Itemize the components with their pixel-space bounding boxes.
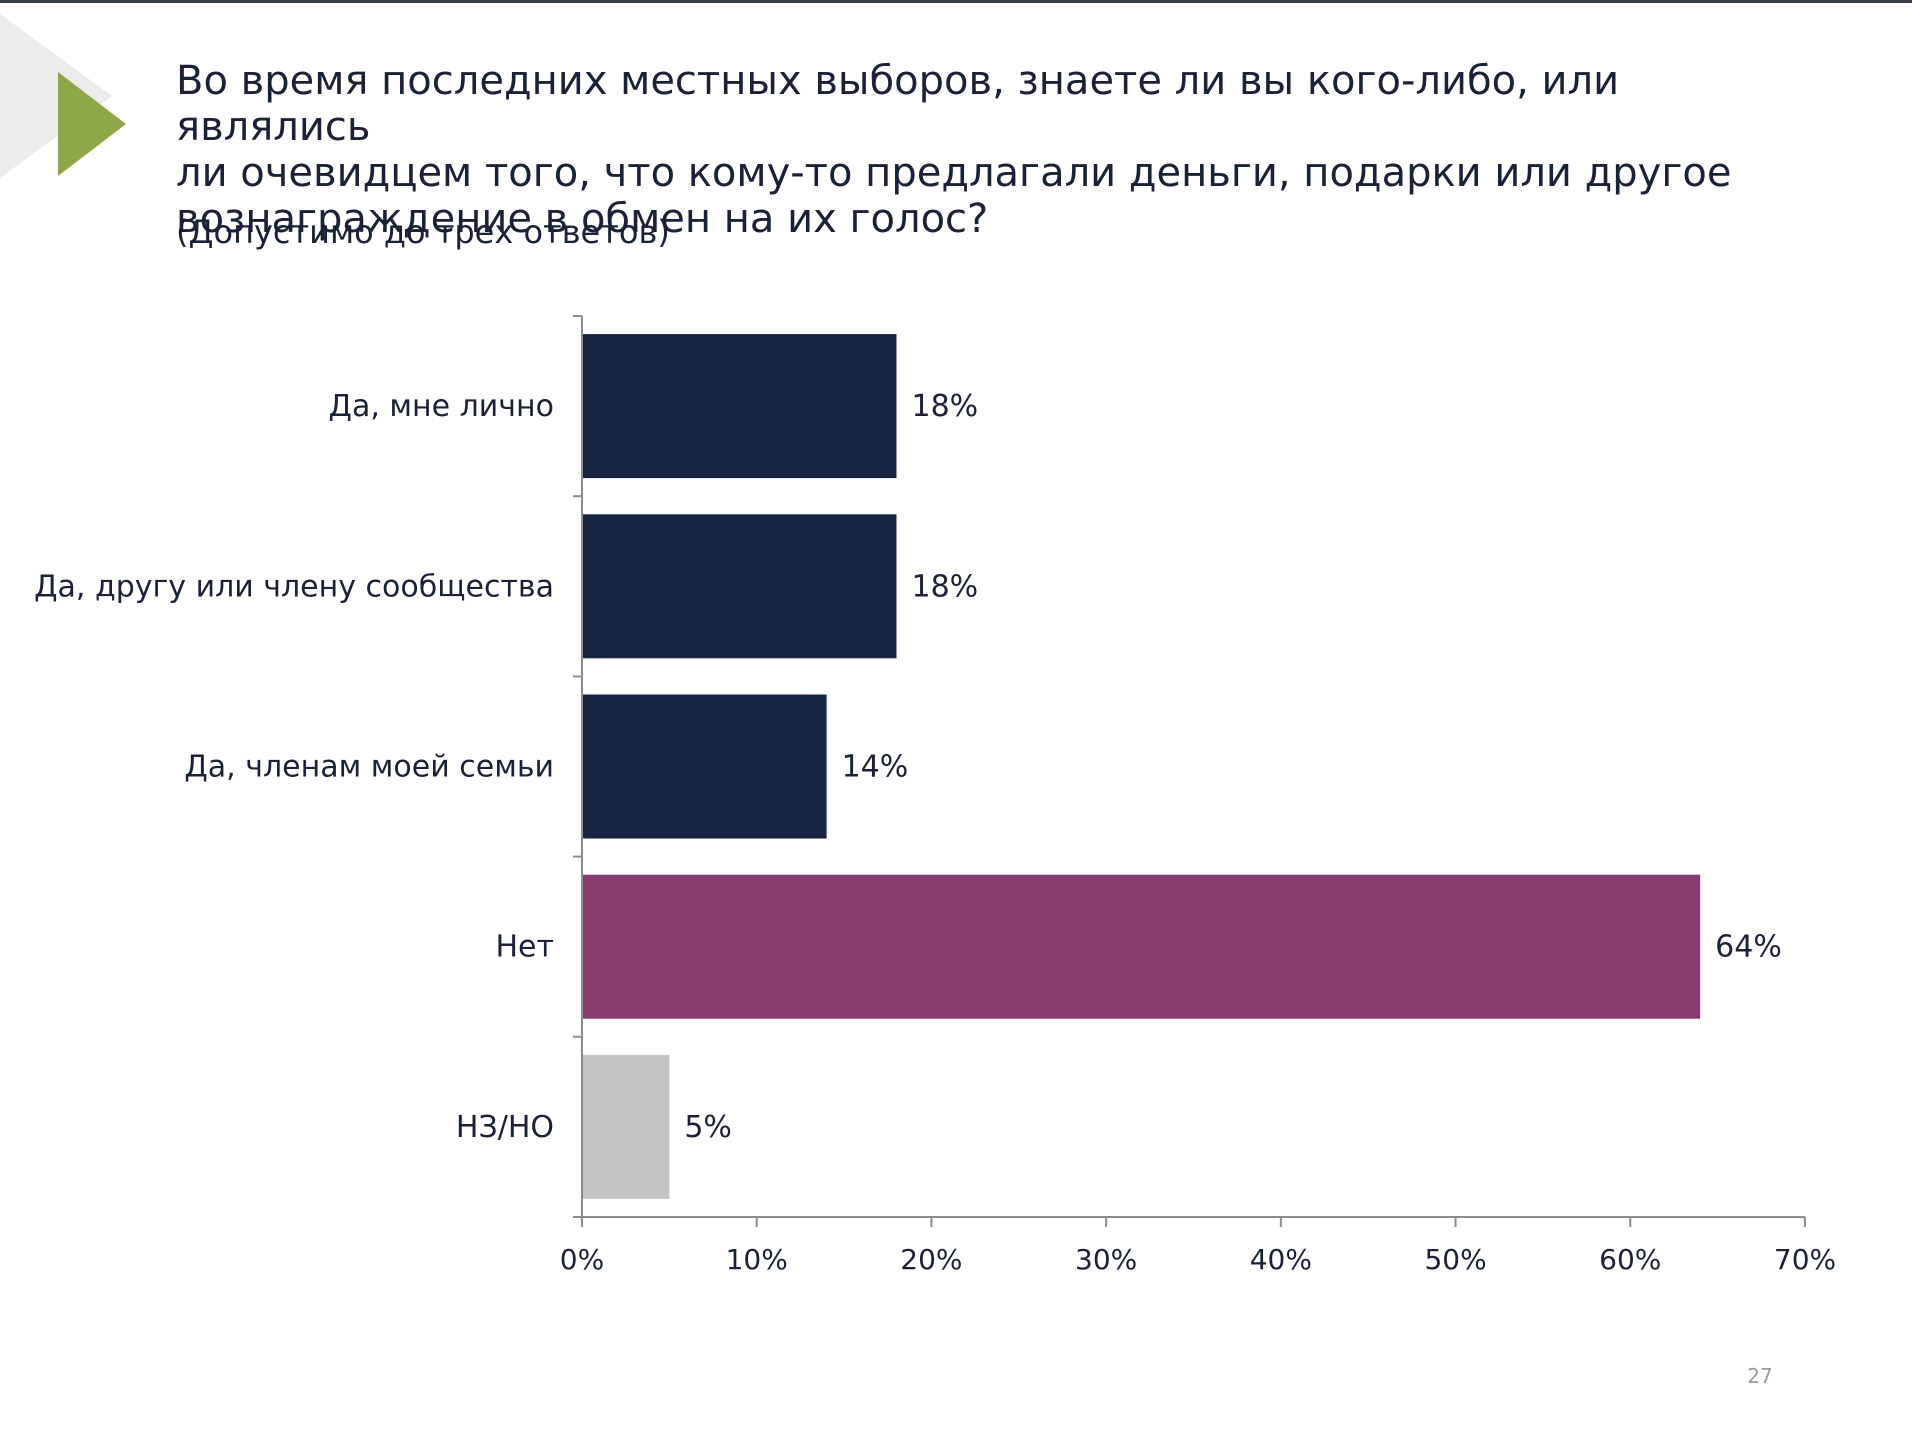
page-number: 27 (1747, 1364, 1773, 1388)
slide-title: Во время последних местных выборов, знае… (176, 58, 1732, 242)
x-tick-label: 0% (560, 1243, 604, 1276)
chart-bars (583, 334, 1701, 1199)
x-tick-label: 60% (1599, 1243, 1661, 1276)
green-arrow-icon (58, 72, 126, 176)
bar (583, 334, 897, 479)
x-tick-label: 30% (1075, 1243, 1137, 1276)
data-label: 64% (1715, 930, 1782, 965)
category-label: Да, другу или члену сообщества (34, 569, 554, 604)
category-label: Нет (496, 930, 555, 965)
chart-axes: 0% 10% 20% 30% 40% 50% 60% 70% (560, 315, 1836, 1276)
bar (583, 1054, 670, 1199)
bar (583, 874, 1701, 1019)
chart-labels: Да, мне лично 18% Да, другу или члену сооб… (34, 389, 1782, 1145)
x-tick-label: 40% (1250, 1243, 1312, 1276)
data-label: 18% (911, 569, 978, 604)
bar (583, 514, 897, 659)
category-label: Да, мне лично (329, 389, 555, 424)
data-label: 14% (842, 750, 909, 785)
x-tick-label: 20% (900, 1243, 962, 1276)
data-label: 5% (684, 1110, 732, 1145)
x-tick-label: 10% (726, 1243, 788, 1276)
slide-subtitle: (Допустимо до трех ответов) (176, 213, 670, 251)
data-label: 18% (911, 389, 978, 424)
x-tick-label: 50% (1424, 1243, 1486, 1276)
top-rule (0, 0, 1912, 3)
slide-decoration (0, 14, 126, 178)
bar (583, 694, 827, 839)
x-tick-label: 70% (1774, 1243, 1836, 1276)
category-label: Да, членам моей семьи (184, 750, 554, 785)
category-label: НЗ/НО (456, 1110, 554, 1145)
grey-chevron-shape (0, 14, 112, 178)
